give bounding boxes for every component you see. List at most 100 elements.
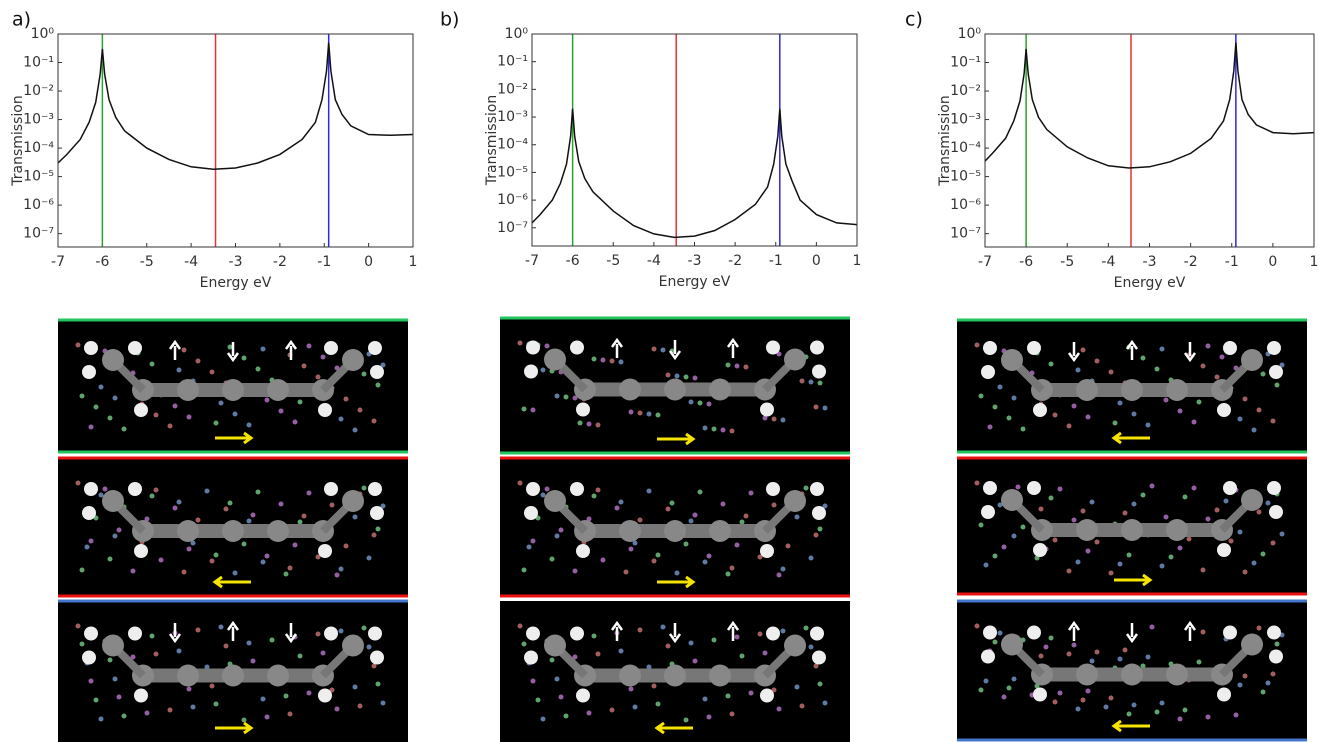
carbon-atom [1076, 519, 1098, 541]
current-blob [1094, 649, 1100, 655]
hydrogen-atom [983, 625, 997, 640]
current-blob [144, 516, 150, 522]
spin-arrow [226, 342, 240, 363]
current-arrow [654, 721, 693, 735]
x-tick-label: -2 [1184, 254, 1198, 270]
current-blob [688, 640, 694, 646]
current-blob [780, 566, 786, 572]
y-tick-label: 10⁻¹ [23, 55, 54, 71]
current-blob [799, 378, 805, 384]
current-blob [978, 393, 984, 399]
x-tick-label: -7 [51, 254, 65, 270]
current-blob [974, 342, 980, 348]
current-blob [149, 493, 155, 499]
hydrogen-atom [981, 365, 995, 379]
current-blob [1080, 347, 1086, 353]
hydrogen-atom [1027, 625, 1041, 640]
current-blob [1080, 697, 1086, 703]
current-blob [563, 713, 569, 719]
current-blob [375, 382, 381, 388]
current-blob [660, 347, 666, 353]
hydrogen-atom [84, 482, 98, 496]
current-blob [186, 414, 192, 420]
current-blob [1274, 382, 1280, 388]
current-blob [1071, 403, 1077, 409]
current-blob [88, 538, 94, 544]
hydrogen-atom [1269, 505, 1283, 519]
current-blob [992, 553, 998, 559]
current-blob [255, 489, 261, 495]
current-blob [748, 490, 754, 496]
current-blob [688, 399, 694, 405]
x-tick-label: 0 [364, 254, 373, 270]
current-blob [762, 415, 768, 421]
current-blob [1075, 367, 1081, 373]
current-blob [1279, 531, 1285, 537]
hydrogen-atom [983, 481, 997, 495]
hydrogen-atom [1223, 341, 1237, 355]
current-blob [320, 354, 326, 360]
current-blob [1089, 658, 1095, 664]
current-blob [1256, 509, 1262, 515]
hydrogen-atom [82, 365, 96, 379]
current-blob [729, 565, 735, 571]
hydrogen-atom [812, 650, 826, 665]
current-blob [1177, 545, 1183, 551]
hydrogen-atom [1217, 543, 1231, 557]
current-blob [301, 513, 307, 519]
current-blob [1145, 422, 1151, 428]
current-blob [153, 651, 159, 657]
x-tick-label: -1 [1225, 254, 1239, 270]
current-blob [591, 356, 597, 362]
spin-arrow [1125, 623, 1139, 644]
spin-arrow [610, 620, 624, 641]
current-blob [725, 362, 731, 368]
current-blob [1052, 412, 1058, 418]
current-blob [803, 485, 809, 491]
transmission-line [57, 42, 414, 171]
current-blob [264, 397, 270, 403]
carbon-atom [1166, 379, 1188, 401]
hydrogen-atom [370, 650, 384, 665]
current-blob [1094, 358, 1100, 364]
current-blob [637, 517, 643, 523]
current-blob [1075, 559, 1081, 565]
hydrogen-atom [1269, 649, 1283, 664]
current-blob [729, 711, 735, 717]
current-blob [338, 566, 344, 572]
y-tick-label: 10⁰ [505, 26, 529, 42]
current-blob [246, 640, 252, 646]
hydrogen-atom [1027, 481, 1041, 495]
current-blob [997, 502, 1003, 508]
current-blob [776, 706, 782, 712]
x-tick-label: 0 [812, 253, 821, 269]
carbon-atom [177, 379, 199, 401]
hydrogen-atom [760, 544, 774, 558]
current-blob [1001, 544, 1007, 550]
carbon-atom [102, 349, 124, 371]
hydrogen-atom [84, 341, 98, 355]
current-blob [609, 358, 615, 364]
current-blob [1168, 554, 1174, 560]
transmission-line [531, 108, 858, 239]
current-blob [586, 421, 592, 427]
current-blob [306, 490, 312, 496]
current-blob [195, 358, 201, 364]
current-blob [517, 623, 523, 629]
current-blob [535, 697, 541, 703]
current-blob [595, 487, 601, 493]
carbon-atom [1241, 489, 1263, 511]
spin-arrow [610, 337, 624, 358]
current-blob [75, 342, 81, 348]
current-blob [93, 404, 99, 410]
hydrogen-atom [1267, 625, 1281, 640]
hydrogen-atom [812, 364, 826, 379]
hydrogen-atom [810, 482, 824, 496]
current-blob [646, 411, 652, 417]
carbon-atom [342, 634, 364, 657]
current-blob [352, 514, 358, 520]
y-tick-label: 10⁻⁵ [497, 164, 528, 180]
current-blob [357, 407, 363, 413]
hydrogen-atom [1269, 365, 1283, 379]
